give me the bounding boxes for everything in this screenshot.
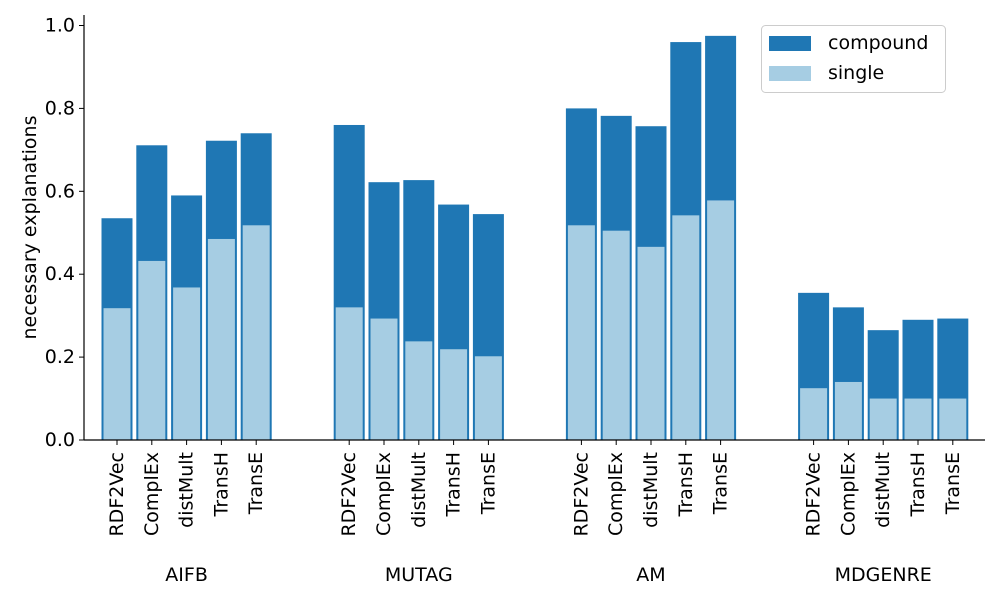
x-tick-label: ComplEx (837, 452, 859, 536)
bar-single-am-complex (602, 230, 630, 440)
bar-single-mutag-transh (440, 349, 468, 440)
group-label-am: AM (636, 564, 665, 586)
bar-single-aifb-transe (242, 225, 270, 440)
bar-single-aifb-transh (207, 238, 235, 440)
axes-layer: 0.0 0.2 0.4 0.6 0.8 1.0 RDF2Vec ComplEx distMul… (19, 15, 985, 586)
x-tick-label: RDF2Vec (338, 452, 360, 537)
x-tick-label: ComplEx (605, 452, 627, 536)
legend: compound single (761, 25, 946, 93)
y-tick-label: 0.6 (45, 180, 75, 202)
x-tick-label: TransH (907, 452, 929, 518)
bars-layer (101, 35, 969, 441)
x-tick-label: TransE (942, 452, 964, 515)
bar-single-am-rdf2vec (567, 225, 595, 440)
bar-single-mutag-rdf2vec (335, 307, 363, 440)
bar-single-mutag-distmult (405, 341, 433, 440)
bar-single-am-distmult (637, 246, 665, 440)
bar-single-mutag-complex (370, 318, 398, 440)
x-tick-label: distMult (176, 452, 198, 528)
bar-single-am-transh (672, 215, 700, 440)
x-tick-label: RDF2Vec (570, 452, 592, 537)
legend-label-compound: compound (828, 32, 928, 54)
x-tick-label: distMult (640, 452, 662, 528)
y-tick-label: 1.0 (45, 15, 75, 37)
x-tick-label: TransH (443, 452, 465, 518)
x-tick-label: RDF2Vec (803, 452, 825, 537)
bar-single-mutag-transe (474, 356, 502, 440)
y-axis-label: necessary explanations (19, 116, 41, 340)
y-tick-label: 0.0 (45, 429, 75, 451)
bar-single-aifb-rdf2vec (103, 308, 131, 440)
x-tick-label: ComplEx (373, 452, 395, 536)
bar-single-mdgenre-transe (939, 398, 967, 440)
y-tick-label: 0.2 (45, 346, 75, 368)
x-tick-label: RDF2Vec (106, 452, 128, 537)
x-tick-label: TransH (675, 452, 697, 518)
bar-single-am-transe (707, 200, 735, 440)
x-tick-label: distMult (408, 452, 430, 528)
y-tick-label: 0.8 (45, 97, 75, 119)
x-axis-labels: RDF2Vec ComplEx distMult TransH TransE RDF2Ve… (106, 440, 964, 537)
legend-swatch-compound (769, 36, 811, 51)
bar-single-mdgenre-complex (834, 381, 862, 440)
x-tick-label: TransE (710, 452, 732, 515)
legend-swatch-single (769, 66, 811, 81)
x-tick-label: TransE (245, 452, 267, 515)
group-label-mdgenre: MDGENRE (835, 564, 932, 586)
bar-single-mdgenre-distmult (869, 398, 897, 440)
group-labels: AIFB MUTAG AM MDGENRE (165, 564, 931, 586)
legend-label-single: single (828, 62, 884, 84)
x-tick-label: TransH (210, 452, 232, 518)
bar-single-mdgenre-transh (904, 398, 932, 440)
bar-single-mdgenre-rdf2vec (800, 388, 828, 440)
bar-single-aifb-complex (138, 260, 166, 440)
group-label-mutag: MUTAG (385, 564, 453, 586)
bar-single-aifb-distmult (173, 287, 201, 440)
x-tick-label: ComplEx (141, 452, 163, 536)
x-tick-label: TransE (477, 452, 499, 515)
y-axis-ticks: 0.0 0.2 0.4 0.6 0.8 1.0 (45, 15, 84, 451)
x-tick-label: distMult (872, 452, 894, 528)
y-tick-label: 0.4 (45, 263, 75, 285)
group-label-aifb: AIFB (165, 564, 208, 586)
